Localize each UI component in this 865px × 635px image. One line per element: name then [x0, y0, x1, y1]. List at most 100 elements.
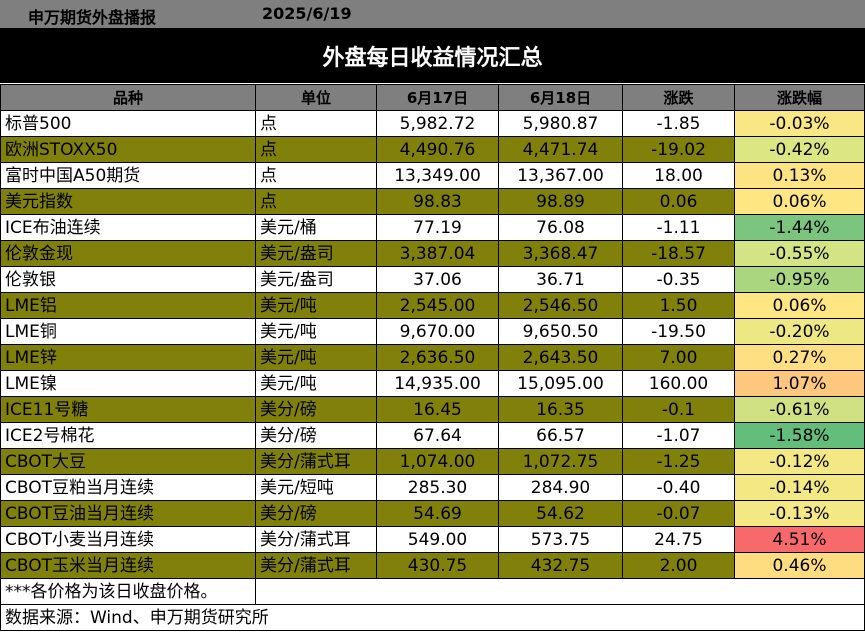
- cell-day2: 4,471.74: [498, 136, 623, 163]
- cell-name: 美元指数: [0, 188, 256, 215]
- col-header-change-pct: 涨跌幅: [734, 84, 865, 111]
- table-row: ICE2号棉花 美分/磅 67.64 66.57 -1.07 -1.58%: [0, 422, 865, 449]
- cell-unit: 美元/盎司: [255, 266, 377, 293]
- cell-unit: 美元/吨: [255, 318, 377, 345]
- cell-day2: 5,980.87: [498, 110, 623, 137]
- cell-change-pct: -1.58%: [734, 422, 865, 449]
- cell-day1: 3,387.04: [376, 240, 499, 267]
- cell-change: -1.25: [622, 448, 735, 475]
- cell-change: 7.00: [622, 344, 735, 371]
- col-header-name: 品种: [0, 84, 256, 111]
- table-row: 伦敦银 美元/盎司 37.06 36.71 -0.35 -0.95%: [0, 266, 865, 293]
- cell-change-pct: 0.46%: [734, 552, 865, 579]
- cell-change: -0.40: [622, 474, 735, 501]
- cell-change-pct: -0.13%: [734, 500, 865, 527]
- table-row: LME铝 美元/吨 2,545.00 2,546.50 1.50 0.06%: [0, 292, 865, 319]
- cell-day1: 285.30: [376, 474, 499, 501]
- cell-name: 富时中国A50期货: [0, 162, 256, 189]
- cell-day2: 13,367.00: [498, 162, 623, 189]
- table-row: 伦敦金现 美元/盎司 3,387.04 3,368.47 -18.57 -0.55%: [0, 240, 865, 267]
- cell-day2: 284.90: [498, 474, 623, 501]
- cell-name: 欧洲STOXX50: [0, 136, 256, 163]
- table-row: LME铜 美元/吨 9,670.00 9,650.50 -19.50 -0.20%: [0, 318, 865, 345]
- cell-change-pct: -1.44%: [734, 214, 865, 241]
- cell-change: -0.35: [622, 266, 735, 293]
- cell-name: CBOT大豆: [0, 448, 256, 475]
- cell-unit: 美分/磅: [255, 422, 377, 449]
- cell-unit: 点: [255, 136, 377, 163]
- footnote-row: ***各价格为该日收盘价格。: [0, 578, 865, 605]
- cell-change-pct: 1.07%: [734, 370, 865, 397]
- cell-name: 伦敦金现: [0, 240, 256, 267]
- cell-name: LME铜: [0, 318, 256, 345]
- cell-name: CBOT豆油当月连续: [0, 500, 256, 527]
- cell-day1: 13,349.00: [376, 162, 499, 189]
- col-header-day2: 6月18日: [498, 84, 623, 111]
- data-source-text: 数据来源：Wind、申万期货研究所: [0, 604, 865, 631]
- table-body: 标普500 点 5,982.72 5,980.87 -1.85 -0.03% 欧洲STOXX…: [0, 110, 865, 579]
- cell-unit: 美元/短吨: [255, 474, 377, 501]
- cell-day2: 2,546.50: [498, 292, 623, 319]
- cell-day2: 9,650.50: [498, 318, 623, 345]
- cell-unit: 美元/吨: [255, 370, 377, 397]
- cell-change: -18.57: [622, 240, 735, 267]
- cell-change-pct: 0.06%: [734, 188, 865, 215]
- cell-change: 160.00: [622, 370, 735, 397]
- cell-name: ICE2号棉花: [0, 422, 256, 449]
- cell-change-pct: 0.06%: [734, 292, 865, 319]
- cell-unit: 美元/吨: [255, 344, 377, 371]
- cell-unit: 美元/盎司: [255, 240, 377, 267]
- cell-unit: 美分/蒲式耳: [255, 552, 377, 579]
- cell-unit: 美元/吨: [255, 292, 377, 319]
- table-row: CBOT豆粕当月连续 美元/短吨 285.30 284.90 -0.40 -0.14%: [0, 474, 865, 501]
- cell-day1: 9,670.00: [376, 318, 499, 345]
- cell-name: CBOT玉米当月连续: [0, 552, 256, 579]
- cell-change: 1.50: [622, 292, 735, 319]
- cell-day1: 77.19: [376, 214, 499, 241]
- cell-change: -0.1: [622, 396, 735, 423]
- table-row: CBOT豆油当月连续 美分/磅 54.69 54.62 -0.07 -0.13%: [0, 500, 865, 527]
- cell-day2: 1,072.75: [498, 448, 623, 475]
- cell-change: 24.75: [622, 526, 735, 553]
- cell-change-pct: -0.55%: [734, 240, 865, 267]
- cell-unit: 美分/磅: [255, 396, 377, 423]
- cell-day2: 3,368.47: [498, 240, 623, 267]
- report-date: 2025/6/19: [262, 4, 352, 23]
- table-row: CBOT玉米当月连续 美分/蒲式耳 430.75 432.75 2.00 0.46%: [0, 552, 865, 579]
- top-bar: 申万期货外盘播报 2025/6/19: [0, 0, 865, 29]
- col-header-change: 涨跌: [622, 84, 735, 111]
- cell-unit: 点: [255, 110, 377, 137]
- cell-day1: 98.83: [376, 188, 499, 215]
- cell-day2: 2,643.50: [498, 344, 623, 371]
- table-row: CBOT小麦当月连续 美分/蒲式耳 549.00 573.75 24.75 4.51%: [0, 526, 865, 553]
- cell-change-pct: 0.27%: [734, 344, 865, 371]
- cell-change: -19.02: [622, 136, 735, 163]
- cell-day1: 37.06: [376, 266, 499, 293]
- cell-change: -1.85: [622, 110, 735, 137]
- cell-day1: 16.45: [376, 396, 499, 423]
- cell-change: -1.07: [622, 422, 735, 449]
- report-title: 外盘每日收益情况汇总: [0, 28, 865, 83]
- cell-change: -1.11: [622, 214, 735, 241]
- col-header-day1: 6月17日: [376, 84, 499, 111]
- cell-day1: 1,074.00: [376, 448, 499, 475]
- cell-day1: 67.64: [376, 422, 499, 449]
- cell-change-pct: 4.51%: [734, 526, 865, 553]
- cell-day2: 15,095.00: [498, 370, 623, 397]
- cell-day1: 430.75: [376, 552, 499, 579]
- cell-change-pct: -0.42%: [734, 136, 865, 163]
- table-row: LME镍 美元/吨 14,935.00 15,095.00 160.00 1.07%: [0, 370, 865, 397]
- cell-day1: 54.69: [376, 500, 499, 527]
- table-row: 美元指数点 98.83 98.89 0.06 0.06%: [0, 188, 865, 215]
- cell-change: -19.50: [622, 318, 735, 345]
- table-row: ICE布油连续 美元/桶 77.19 76.08 -1.11 -1.44%: [0, 214, 865, 241]
- cell-unit: 美元/桶: [255, 214, 377, 241]
- cell-day1: 2,636.50: [376, 344, 499, 371]
- cell-name: CBOT豆粕当月连续: [0, 474, 256, 501]
- cell-unit: 点: [255, 188, 377, 215]
- cell-change-pct: -0.95%: [734, 266, 865, 293]
- cell-day1: 14,935.00: [376, 370, 499, 397]
- cell-day2: 54.62: [498, 500, 623, 527]
- cell-name: 伦敦银: [0, 266, 256, 293]
